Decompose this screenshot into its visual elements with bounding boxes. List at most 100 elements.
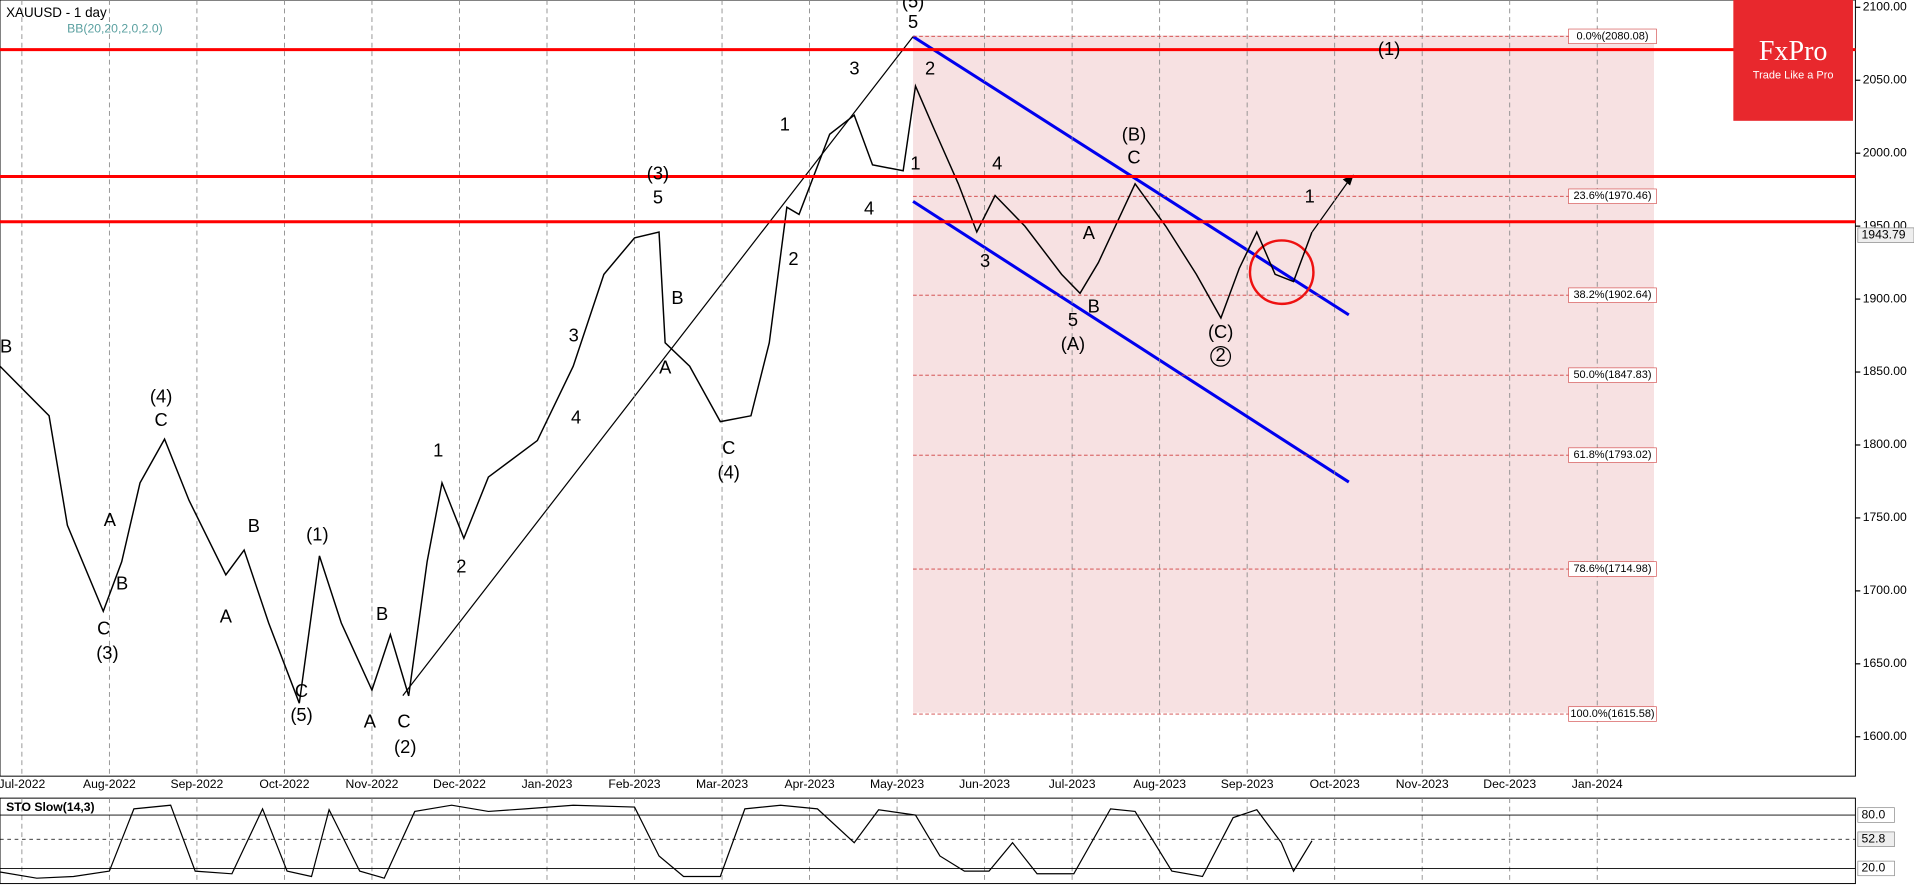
- wave-label: 3: [569, 325, 579, 346]
- wave-label: C: [1127, 146, 1140, 167]
- wave-label: (3): [647, 162, 669, 183]
- last-value: 52.8: [1862, 831, 1886, 845]
- wave-label: (3): [96, 642, 118, 663]
- wave-label: (1): [1378, 38, 1400, 59]
- fib-label-box: [1568, 28, 1657, 44]
- price-line: [0, 83, 1313, 704]
- x-tick-label: Jan-2023: [522, 777, 573, 791]
- wave-label: 2: [925, 57, 935, 78]
- fib-label: 78.6%(1714.98): [1573, 563, 1651, 575]
- fib-label-box: [1568, 188, 1657, 204]
- wave-label: 2: [456, 555, 466, 576]
- wave-label: 5: [908, 11, 918, 32]
- wave-label: 2: [788, 248, 798, 269]
- wave-label: (1): [306, 524, 328, 545]
- wave-label: A: [220, 605, 233, 626]
- last-price-box: [1857, 227, 1914, 243]
- wave-label: 2: [1216, 344, 1226, 365]
- x-tick-label: Jul-2023: [1049, 777, 1096, 791]
- y-tick-label: 1900.00: [1863, 291, 1907, 305]
- fib-label: 50.0%(1847.83): [1573, 369, 1651, 381]
- y-tick-label: 1750.00: [1863, 510, 1907, 524]
- x-tick-label: Sep-2023: [1221, 777, 1274, 791]
- wave-label: 4: [571, 406, 581, 427]
- wave-label: 1: [1305, 186, 1315, 207]
- oscillator-line: [0, 804, 1313, 879]
- wave-label: 5: [1068, 309, 1078, 330]
- y-tick-label: 2000.00: [1863, 145, 1907, 159]
- fib-label-box: [1568, 447, 1657, 463]
- wave-label: B: [248, 515, 260, 536]
- highlight-circle: [1248, 239, 1315, 306]
- wave-label: A: [659, 356, 672, 377]
- wave-label: C: [155, 409, 168, 430]
- x-tick-label: May-2023: [870, 777, 924, 791]
- logo-name: FxPro: [1759, 36, 1828, 67]
- oscillator-title: STO Slow(14,3): [6, 800, 95, 814]
- last-price: 1943.79: [1862, 227, 1906, 241]
- forecast-arrow: [1311, 180, 1350, 233]
- logo-box: [1733, 0, 1853, 121]
- x-tick-label: Sep-2022: [170, 777, 223, 791]
- wave-label: 4: [992, 153, 1002, 174]
- y-tick-label: 2050.00: [1863, 72, 1907, 86]
- wave-label: C: [397, 710, 410, 731]
- wave-label: A: [364, 710, 377, 731]
- wave-label: B: [0, 336, 12, 357]
- fib-zone: [913, 35, 1654, 713]
- x-tick-label: Aug-2022: [83, 777, 136, 791]
- wave-label: (5): [902, 0, 924, 11]
- x-tick-label: Oct-2022: [259, 777, 309, 791]
- y-tick-label: 2100.00: [1863, 0, 1907, 14]
- tick-box: [1857, 860, 1895, 877]
- x-tick-label: Jun-2023: [959, 777, 1010, 791]
- x-tick-label: Nov-2022: [346, 777, 399, 791]
- fib-label-box: [1568, 706, 1657, 722]
- wave-label: 1: [780, 114, 790, 135]
- oscillator-plot: [0, 797, 1856, 885]
- y-tick-label: 20.0: [1862, 861, 1886, 875]
- tick-box: [1857, 807, 1895, 823]
- x-tick-label: Jan-2024: [1572, 777, 1623, 791]
- wave-label: 1: [910, 153, 920, 174]
- wave-circle: [1210, 345, 1232, 367]
- wave-label: (5): [290, 704, 312, 725]
- wave-label: (4): [150, 386, 172, 407]
- wave-label: (A): [1061, 333, 1085, 354]
- x-tick-label: Apr-2023: [784, 777, 834, 791]
- wave-label: (B): [1122, 123, 1146, 144]
- x-tick-label: Oct-2023: [1310, 777, 1360, 791]
- wave-label: C: [722, 437, 735, 458]
- wave-label: A: [1083, 222, 1096, 243]
- wave-label: B: [376, 603, 388, 624]
- wave-label: 3: [849, 57, 859, 78]
- fib-label: 23.6%(1970.46): [1573, 190, 1651, 202]
- wave-label: B: [116, 572, 128, 593]
- last-value-box: [1857, 831, 1895, 847]
- wave-label: 3: [980, 250, 990, 271]
- wave-label: C: [295, 680, 308, 701]
- logo-tagline: Trade Like a Pro: [1753, 70, 1834, 82]
- chart-title: XAUUSD - 1 day: [6, 5, 107, 20]
- wave-label: B: [1088, 295, 1100, 316]
- wave-label: A: [104, 509, 117, 530]
- y-tick-label: 1850.00: [1863, 364, 1907, 378]
- x-tick-label: Dec-2023: [1483, 777, 1536, 791]
- fib-label: 100.0%(1615.58): [1570, 708, 1654, 720]
- indicator-label: BB(20,20,2,0,2.0): [67, 22, 163, 36]
- y-tick-label: 80.0: [1862, 807, 1886, 821]
- fib-label-box: [1568, 287, 1657, 303]
- fib-label: 38.2%(1902.64): [1573, 289, 1651, 301]
- x-tick-label: Feb-2023: [608, 777, 660, 791]
- wave-label: 4: [864, 198, 874, 219]
- y-tick-label: 1600.00: [1863, 729, 1907, 743]
- y-tick-label: 1800.00: [1863, 437, 1907, 451]
- wave-label: C: [97, 618, 110, 639]
- wave-label: 5: [653, 187, 663, 208]
- wave-label: (2): [394, 736, 416, 757]
- trend-line: [402, 36, 914, 696]
- x-tick-label: Mar-2023: [696, 777, 748, 791]
